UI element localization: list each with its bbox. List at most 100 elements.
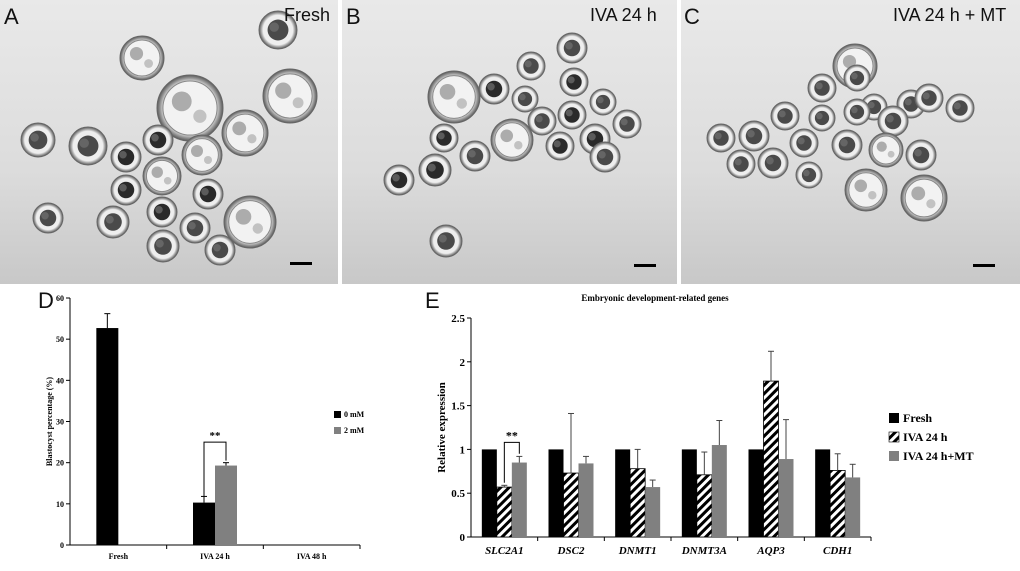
bar-iva-24-h-mt [778,459,794,537]
y-tick-label: 1 [460,444,466,456]
legend-label: IVA 24 h [903,430,948,444]
blastocyst-percentage-chart: 0 10 20 30 40 50 60 Blastocyst percentage (%) Fr… [45,294,365,561]
embryo [511,85,539,113]
bar-0-mm [96,328,119,545]
y-tick-label: 0 [60,541,64,550]
legend-swatch [889,413,899,423]
embryo-image-iva-24h-mt [681,0,1020,284]
embryo [204,234,236,266]
embryo [877,105,909,137]
bar-iva-24-h-mt [845,477,861,537]
blastocyst [490,118,534,162]
blastocyst [868,132,904,168]
embryo [843,64,871,92]
legend-label: IVA 24 h+MT [903,449,974,463]
legend-label: 2 mM [344,426,365,435]
embryo [905,139,937,171]
blastocyst [156,74,224,142]
panel-a-condition: Fresh [284,5,331,25]
blastocyst [119,35,165,81]
bar-iva-24-h [563,472,579,538]
embryo [179,212,211,244]
bar-iva-24-h-mt [511,462,527,537]
legend-label: 0 mM [344,410,365,419]
x-tick-label: IVA 48 h [297,552,327,561]
embryo [808,104,836,132]
blastocyst [844,168,888,212]
blastocyst [221,109,269,157]
embryo [738,120,770,152]
y-tick-label: 10 [56,500,64,509]
panel-b-label: B [346,4,361,29]
blastocyst [262,68,318,124]
bar-iva-24-h [696,474,713,538]
embryo [192,178,224,210]
blastocyst [181,134,223,176]
embryo-image-fresh [0,0,338,284]
embryo [757,147,789,179]
bar-fresh [481,449,497,537]
blastocyst [900,174,948,222]
embryo [478,73,510,105]
embryo [557,100,587,130]
significance-label: ** [210,430,222,442]
bar-iva-24-h [629,468,646,538]
panel-a-label: A [4,4,19,29]
embryo [545,131,575,161]
bar-fresh [748,449,764,537]
significance-bracket [503,441,520,483]
scale-bar [973,264,995,267]
y-tick-label: 20 [56,459,64,468]
legend-swatch [889,451,899,461]
embryo [32,202,64,234]
x-tick-label: DSC2 [557,545,585,557]
y-tick-label: 0.5 [451,488,465,500]
embryo [843,98,871,126]
embryo [770,101,800,131]
embryo [706,123,736,153]
panel-e-label: E [425,288,440,313]
panel-d-label: D [38,288,54,313]
embryo [20,122,56,158]
significance-bracket [203,441,227,498]
embryo [789,128,819,158]
photo-panel-a [0,0,338,284]
embryo [589,141,621,173]
bar-iva-24-h-mt [578,463,594,537]
embryo [589,88,617,116]
legend-swatch [888,431,900,443]
chart-title: Embryonic development-related genes [581,293,729,303]
bar-0-mm [193,502,215,545]
bar-iva-24-h [829,470,846,538]
embryo [612,109,642,139]
embryo [96,205,130,239]
embryo [459,140,491,172]
y-tick-label: 60 [56,294,64,303]
embryo [142,124,174,156]
x-tick-label: DNMT1 [618,545,657,557]
bar-fresh [548,449,564,537]
y-tick-label: 0 [460,532,466,544]
embryo [559,67,589,97]
bar-iva-24-h-mt [711,445,727,537]
blastocyst [427,70,481,124]
y-tick-label: 2 [460,357,466,369]
bar-iva-24-h-mt [645,487,661,537]
embryo-image-iva-24h [342,0,677,284]
photo-panel-c [681,0,1020,284]
y-tick-label: 2.5 [451,313,465,325]
y-axis-label: Relative expression [436,382,448,473]
legend-swatch [334,427,341,434]
blastocyst [223,195,277,249]
y-tick-label: 1.5 [451,401,465,413]
legend-swatch [334,411,341,418]
embryo [516,51,546,81]
legend-label: Fresh [903,411,932,425]
embryo [110,141,142,173]
scale-bar [634,264,656,267]
embryo [726,149,756,179]
embryo [429,224,463,258]
x-tick-label: AQP3 [756,545,785,557]
y-tick-label: 50 [56,335,64,344]
bar-iva-24-h [496,486,513,538]
